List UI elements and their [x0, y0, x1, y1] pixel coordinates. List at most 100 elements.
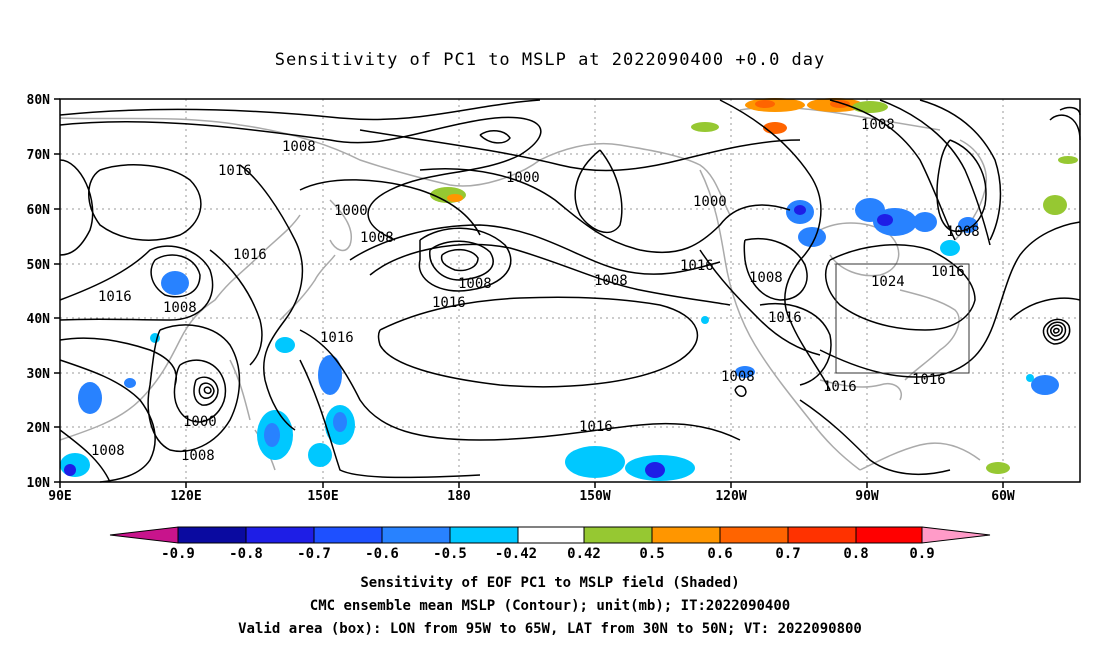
- contour-label: 1008: [721, 369, 755, 385]
- contour-label: 1008: [458, 276, 492, 292]
- lat-label: 80N: [27, 93, 51, 108]
- lat-label: 30N: [27, 367, 51, 382]
- shade-orange: [763, 122, 787, 134]
- map-area: [60, 99, 1080, 482]
- lat-label: 60N: [27, 203, 51, 218]
- contour-label: 1016: [768, 310, 802, 326]
- contour-line: [299, 329, 741, 441]
- contour-label: 1008: [181, 448, 215, 464]
- lon-label: 120W: [715, 489, 746, 504]
- shaded-sensitivity: [60, 98, 1078, 481]
- contour-line: [299, 179, 481, 236]
- colorbar-bin: [313, 526, 383, 544]
- contour-line: [203, 386, 212, 395]
- valid-area-box: [835, 263, 970, 374]
- contour-line: [699, 249, 821, 356]
- contour-label: 1008: [594, 273, 628, 289]
- shade-blue: [264, 423, 280, 447]
- contour-label: 1008: [861, 117, 895, 133]
- shade-navy: [64, 464, 76, 476]
- lat-label: 10N: [27, 476, 51, 491]
- map-frame: [59, 98, 1081, 483]
- colorbar-bin: [583, 526, 653, 544]
- shade-navy: [877, 214, 893, 226]
- shade-green: [1043, 195, 1067, 215]
- contour-line: [59, 337, 177, 386]
- lat-label: 70N: [27, 148, 51, 163]
- contour-line: [59, 99, 541, 121]
- colorbar: [109, 526, 991, 544]
- shade-orange: [745, 98, 805, 112]
- axis-ticks: [54, 98, 1004, 488]
- contour-line: [719, 99, 831, 391]
- contour-label: 1000: [334, 203, 368, 219]
- shade-cyan: [565, 446, 625, 478]
- shade-orange: [447, 194, 463, 202]
- colorbar-tick-label: 0.9: [909, 546, 934, 562]
- contour-line: [799, 399, 951, 476]
- lon-label: 90W: [855, 489, 879, 504]
- shade-cyan: [735, 366, 755, 378]
- colorbar-tick-label: 0.5: [639, 546, 664, 562]
- contour-line: [193, 376, 219, 406]
- shade-blue: [78, 382, 102, 414]
- contour-label: 1016: [912, 372, 946, 388]
- contour-line: [59, 429, 111, 483]
- shade-cyan: [1031, 375, 1059, 395]
- contour-line: [919, 99, 1002, 241]
- contour-label: 1008: [749, 270, 783, 286]
- contour-line: [59, 245, 214, 321]
- contour-line: [1052, 327, 1060, 334]
- contour-line: [173, 359, 227, 423]
- contour-label: 1024: [871, 274, 905, 290]
- colorbar-bin: [381, 526, 451, 544]
- footer-line-3: Valid area (box): LON from 95W to 65W, L…: [238, 621, 862, 637]
- contour-line: [239, 164, 304, 431]
- shade-blue: [798, 227, 826, 247]
- contour-label: 1000: [183, 414, 217, 430]
- colorbar-bin: [719, 526, 789, 544]
- colorbar-bin: [517, 526, 585, 544]
- footer-line-2: CMC ensemble mean MSLP (Contour); unit(m…: [309, 598, 791, 614]
- contour-label: 1008: [946, 224, 980, 240]
- contour-line: [377, 296, 699, 388]
- contour-line: [824, 244, 976, 331]
- colorbar-tick-label: 0.7: [775, 546, 800, 562]
- contour-line: [1042, 318, 1071, 345]
- coast-asia-east: [59, 214, 301, 441]
- contour-line: [299, 359, 481, 479]
- lon-label: 150W: [579, 489, 610, 504]
- contour-line: [574, 149, 623, 234]
- map-title: Sensitivity of PC1 to MSLP at 2022090400…: [274, 50, 826, 70]
- shade-blue: [333, 412, 347, 432]
- longitude-labels: 90E 120E 150E 180 150W 120W 90W 60W: [48, 489, 1015, 504]
- contour-label: 1016: [233, 247, 267, 263]
- contour-line: [418, 227, 512, 292]
- colorbar-tick-label: -0.6: [365, 546, 399, 562]
- contour-line: [743, 238, 808, 301]
- footer-line-1: Sensitivity of EOF PC1 to MSLP field (Sh…: [360, 575, 740, 591]
- contour-line: [359, 129, 801, 172]
- lon-label: 60W: [991, 489, 1015, 504]
- contour-line: [479, 130, 511, 144]
- shade-blue: [161, 271, 189, 295]
- contour-label: 1016: [320, 330, 354, 346]
- contour-line: [209, 249, 263, 366]
- shade-navy: [794, 205, 806, 215]
- shade-navy: [645, 462, 665, 478]
- lat-label: 20N: [27, 421, 51, 436]
- colorbar-tick-label: 0.42: [567, 546, 601, 562]
- shade-cyan: [701, 316, 709, 324]
- shade-cyan: [308, 443, 332, 467]
- shade-cyan: [60, 453, 90, 477]
- shade-cyan: [1026, 374, 1034, 382]
- coast-alaska: [539, 142, 731, 216]
- contour-label: 1000: [693, 194, 727, 210]
- contour-label: 1000: [506, 170, 540, 186]
- shade-green: [852, 101, 888, 113]
- contour-line: [59, 159, 94, 256]
- contour-line: [59, 116, 542, 241]
- colorbar-tick-label: -0.5: [433, 546, 467, 562]
- shade-green: [986, 462, 1010, 474]
- coast-kamchatka: [329, 199, 352, 252]
